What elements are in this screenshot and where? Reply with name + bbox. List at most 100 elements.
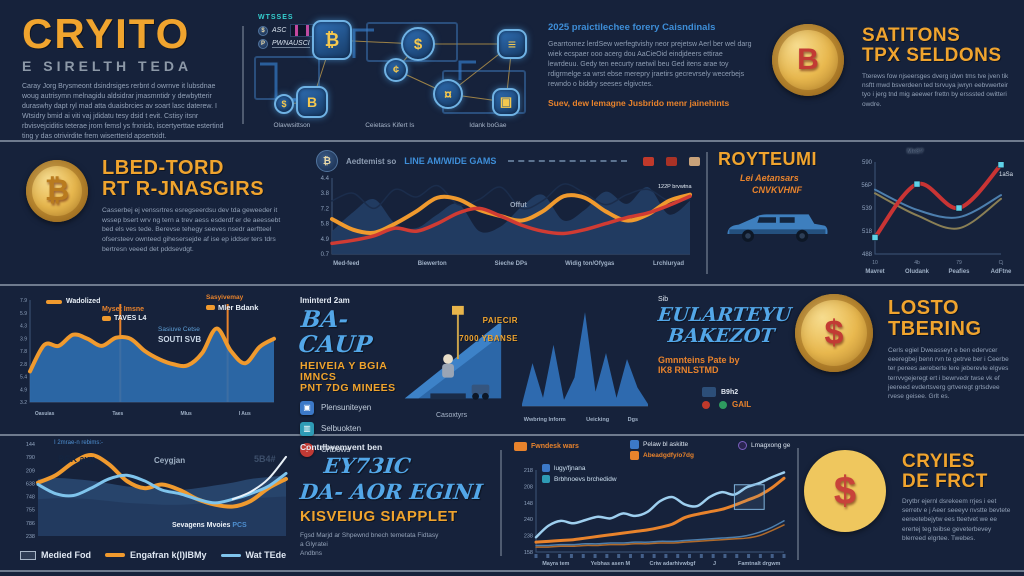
x-axis-label: Taes xyxy=(112,411,123,417)
bank-node: $ xyxy=(401,27,435,61)
x-axis-label: Widig ton/Ofygas xyxy=(565,261,615,267)
x-axis-label: Peafies xyxy=(948,269,970,275)
column-divider xyxy=(500,450,502,556)
ey73-body3: Andbns xyxy=(300,550,323,558)
purple-circle-icon xyxy=(738,441,747,450)
orange-square-icon xyxy=(630,451,639,460)
ann2-title: Sasiuve Cetse xyxy=(158,326,200,333)
exchange-node: ¤ xyxy=(433,79,463,109)
dot-green-icon xyxy=(719,400,727,409)
orange-swatch xyxy=(46,299,62,304)
rise-chip-label: Fwndesk wars xyxy=(531,443,579,450)
x-axis-label: Criw adarhivwbgf xyxy=(649,561,695,567)
dot-node: $ xyxy=(274,94,294,114)
intro-text: Caray Jorg Brysmeont dsindrsiges rerbnt … xyxy=(22,83,224,140)
legend-label: Medied Fod xyxy=(41,550,91,560)
cryies-coin: $ xyxy=(804,450,886,532)
royteumi-sub1: Lei Aetansars xyxy=(740,172,799,183)
x-axis-label: Mayra tem xyxy=(542,561,569,567)
y-tick-label: 4.4 xyxy=(321,176,330,182)
orange-line-swatch xyxy=(105,553,125,557)
eular-orange2: IK8 RNLSTMD xyxy=(658,365,719,375)
ramp-caption-line2: 7000 YBANSE xyxy=(459,334,518,343)
flow-label: Ceietass Kifert Is xyxy=(365,122,415,129)
eular-script1: EULARTEYU xyxy=(656,304,793,326)
x-axis-label: Mavret xyxy=(865,269,884,275)
ey73-script2: DA- AOR EGINI xyxy=(298,479,484,504)
area-ann3: Sasyivemay Mler Bdank xyxy=(206,294,258,312)
bullet-label: Crtbows xyxy=(321,445,351,455)
y-tick-label: 208 xyxy=(524,484,533,490)
bacaup-small: Iminterd 2am xyxy=(300,296,350,305)
y-tick-label: 7.2 xyxy=(321,206,330,212)
bitcoin-coin: ₿ xyxy=(26,160,88,222)
y-tick-label: 5.8 xyxy=(321,222,330,228)
chart-badge-icon: ₿ xyxy=(316,150,338,172)
car-illustration xyxy=(727,214,828,242)
x-tick-label: 79 xyxy=(956,260,962,266)
ramp-caption-top: PAIECIR 7000 YBANSE xyxy=(448,310,518,346)
cryies-heading-2: DE FRCT xyxy=(902,470,988,492)
chart-annotation-center: Offut xyxy=(510,202,527,209)
lbed-heading-1: LBED-TORD xyxy=(102,157,224,179)
dollar-glyph: $ xyxy=(833,468,857,513)
eular-small: Sib xyxy=(658,296,669,303)
eular-script2: BAKEZOT xyxy=(666,325,776,347)
rise-chip: Fwndesk wars xyxy=(514,442,579,451)
ey73-body1: Fgsd Marjd ar Shpewnd bnech temetata Fid… xyxy=(300,531,439,539)
rise-legend-4: lugy/fjnana xyxy=(542,464,585,472)
multi-chart-legend: Medied Fod Engafran k(I)IBMy Wat TEde xyxy=(20,550,286,560)
ledger-node: ≡ xyxy=(497,29,527,59)
y-tick-label: 2.8 xyxy=(20,362,27,368)
rise-legend-label: Lmagxong ge xyxy=(751,442,791,449)
y-tick-label: 3.9 xyxy=(20,336,27,342)
ramp-caption-line1: PAIECIR xyxy=(482,316,518,325)
multi-ann4b: PCS xyxy=(232,522,247,529)
y-tick-label: 144 xyxy=(26,442,35,448)
y-tick-label: 209 xyxy=(26,468,35,474)
btc-node: B xyxy=(296,86,328,118)
flag-icon xyxy=(666,156,677,166)
ann2-value: SOUTI SVB xyxy=(158,335,202,344)
losto-heading-1: LOSTO xyxy=(888,297,960,319)
x-tick-label: 4b xyxy=(914,260,920,266)
y-tick-label: 7.8 xyxy=(20,349,27,355)
y-tick-label: 539 xyxy=(862,206,873,212)
x-axis-label: Oludank xyxy=(905,269,930,275)
column-divider xyxy=(706,152,708,274)
sations-body: Tterews fow njseersges dverg idwn tms tv… xyxy=(862,72,1009,108)
route-chart-svg: 590 56P 539 518 488 Mavret Oludank Peafies AdFtn… xyxy=(861,160,1012,275)
y-tick-label: 5.4 xyxy=(20,375,27,381)
column-divider xyxy=(242,26,244,124)
bullet-item: ! Crtbows xyxy=(300,442,410,457)
lbed-body: Casserbej ej venssrtres esregseerdsu dev… xyxy=(102,207,281,253)
eularteyu-panel: Sib EULARTEYU BAKEZOT Gmnnteins Pate by … xyxy=(656,296,794,430)
losto-panel: LOSTO TBERING Cerls egiel Dweasseyt e be… xyxy=(888,298,1016,401)
area-chart-svg: 7.9 5.9 4.3 3.9 7.8 2.8 5.4 4.9 3.2 Oasuias Taes Ml… xyxy=(20,298,276,417)
y-tick-label: 148 xyxy=(524,501,533,507)
alert-icon xyxy=(643,156,654,166)
box-swatch xyxy=(20,550,36,560)
y-tick-label: 3.2 xyxy=(20,400,27,406)
row-divider xyxy=(0,284,1024,286)
row-divider xyxy=(0,140,1024,142)
losto-heading-2: TBERING xyxy=(888,318,982,340)
chart-annotation-right: 122P brvwtna xyxy=(658,184,692,190)
y-tick-label: 790 xyxy=(26,455,35,461)
dashed-rule xyxy=(508,160,627,162)
ann1-value: TAVES L4 xyxy=(114,315,147,322)
ann1-title: Myset Imsne xyxy=(102,306,145,313)
royteumi-heading: ROYTEUMI xyxy=(718,149,818,169)
lbed-heading-2: RT R-JNASGIRS xyxy=(102,178,265,200)
column-divider xyxy=(797,448,799,560)
orange-swatch xyxy=(206,305,215,310)
y-tick-label: 786 xyxy=(26,521,35,527)
multi-ann3: 5B4# xyxy=(254,454,276,464)
rise-legend-label: lugy/fjnana xyxy=(554,464,586,472)
y-tick-label: 518 xyxy=(862,229,873,235)
page-subtitle: E SIRELTH TEDA xyxy=(22,58,193,75)
forecast-panel: 2025 praictilechee forery Caisndinals Ge… xyxy=(548,22,753,108)
area-ann1: Myset Imsne TAVES L4 xyxy=(102,306,146,322)
y-tick-label: 5.9 xyxy=(20,311,27,317)
